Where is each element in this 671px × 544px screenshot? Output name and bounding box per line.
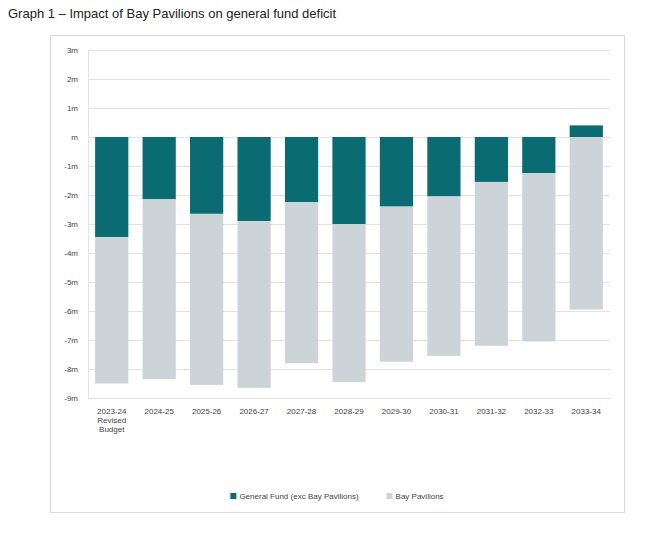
y-tick: -5m [64, 278, 88, 287]
y-tick-label: 1m [67, 104, 78, 113]
legend-swatch [230, 493, 236, 499]
x-tick-label: 2027-28 [287, 407, 317, 416]
bar [237, 137, 270, 221]
x-tick: 2028-29 [334, 400, 364, 416]
y-tick: 2m [67, 75, 88, 84]
grid-line [88, 79, 610, 80]
bar [380, 207, 413, 362]
bar [285, 137, 318, 202]
grid [88, 51, 610, 399]
bar [285, 202, 318, 363]
grid-line [88, 108, 610, 109]
y-tick-label: -1m [64, 162, 78, 171]
x-tick: 2024-25 [145, 400, 175, 416]
chart-frame [51, 36, 625, 513]
y-tick: -4m [64, 249, 88, 258]
x-tick: 2031-32 [477, 400, 507, 416]
legend-item: General Fund (exc Bay Pavilions) [230, 492, 359, 501]
x-tick-label: 2030-31 [429, 407, 459, 416]
x-tick: 2026-27 [239, 400, 269, 416]
y-tick-label: m [71, 133, 78, 142]
y-tick: -6m [64, 307, 88, 316]
x-tick: 2029-30 [382, 400, 412, 416]
y-tick-label: -2m [64, 191, 78, 200]
bar [190, 214, 223, 385]
legend-label: Bay Pavilions [396, 492, 444, 501]
bar [380, 137, 413, 207]
bar-series [95, 137, 603, 388]
bar [332, 224, 365, 382]
y-tick: -1m [64, 162, 88, 171]
x-tick-label: 2023-24RevisedBudget [97, 407, 127, 434]
bar [143, 137, 176, 199]
y-tick: 3m [67, 46, 88, 55]
y-axis: 3m 2m 1m m -1m -2m -3m -4m -5m -6m -7m -8m -9m [64, 46, 88, 403]
y-tick-label: -5m [64, 278, 78, 287]
chart: Graph 1 – Impact of Bay Pavilions on gen… [0, 0, 671, 544]
x-tick-label: 2028-29 [334, 407, 364, 416]
bar [427, 137, 460, 196]
y-tick: -2m [64, 191, 88, 200]
bars [95, 125, 603, 387]
bar [143, 199, 176, 379]
y-tick-label: 3m [67, 46, 78, 55]
bar [237, 221, 270, 388]
x-tick-label: 2032-33 [524, 407, 554, 416]
y-tick: m [71, 133, 88, 142]
title: Graph 1 – Impact of Bay Pavilions on gen… [8, 6, 336, 21]
y-tick: -9m [64, 394, 88, 403]
x-tick-label: 2031-32 [477, 407, 507, 416]
x-tick-label: 2029-30 [382, 407, 412, 416]
y-tick: 1m [67, 104, 88, 113]
x-tick: 2025-26 [192, 400, 222, 416]
y-tick-label: 2m [67, 75, 78, 84]
bar [190, 137, 223, 214]
x-tick: 2027-28 [287, 400, 317, 416]
legend-swatch [387, 493, 393, 499]
y-tick-label: -6m [64, 307, 78, 316]
y-tick-label: -3m [64, 220, 78, 229]
grid-line [88, 50, 610, 51]
grid-line [88, 398, 610, 399]
x-tick: 2032-33 [524, 400, 554, 416]
x-axis: 2023-24RevisedBudget 2024-25 2025-26 2026-2… [97, 400, 601, 434]
x-tick: 2033-34 [572, 400, 602, 416]
bar [95, 137, 128, 237]
x-tick-label: 2024-25 [145, 407, 175, 416]
y-tick: -3m [64, 220, 88, 229]
x-tick-label: 2025-26 [192, 407, 222, 416]
bar [570, 125, 603, 137]
y-tick: -7m [64, 336, 88, 345]
bar [570, 137, 603, 310]
bar [332, 137, 365, 224]
y-tick-label: -9m [64, 394, 78, 403]
bar [475, 137, 508, 182]
x-tick-label: 2033-34 [572, 407, 602, 416]
y-tick-label: -4m [64, 249, 78, 258]
bar [522, 173, 555, 341]
x-tick-label: 2026-27 [239, 407, 269, 416]
legend-item: Bay Pavilions [387, 492, 444, 501]
bar [427, 196, 460, 356]
bar [522, 137, 555, 173]
x-tick: 2030-31 [429, 400, 459, 416]
y-tick-label: -8m [64, 365, 78, 374]
y-tick: -8m [64, 365, 88, 374]
bar [475, 182, 508, 346]
legend: General Fund (exc Bay Pavilions) Bay Pavi… [230, 492, 443, 501]
x-tick: 2023-24RevisedBudget [97, 400, 127, 434]
y-axis-line [88, 51, 89, 399]
y-tick-label: -7m [64, 336, 78, 345]
bar [95, 237, 128, 383]
legend-label: General Fund (exc Bay Pavilions) [239, 492, 359, 501]
